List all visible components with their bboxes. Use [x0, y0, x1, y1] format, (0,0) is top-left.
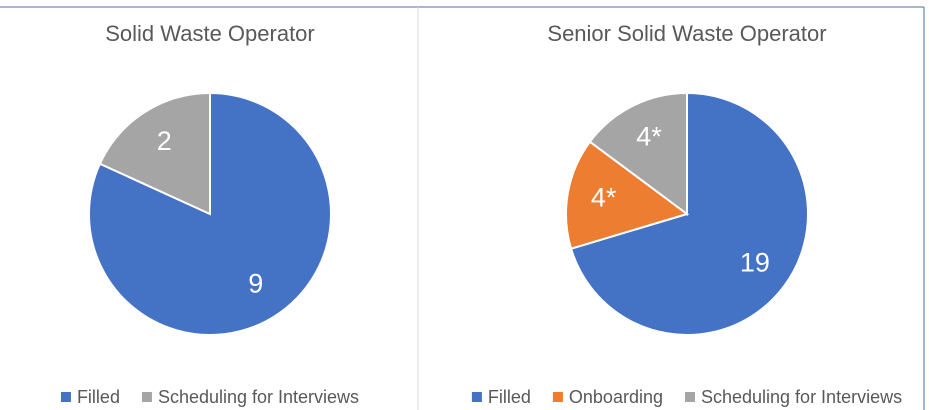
- pie-slice: [588, 91, 688, 216]
- legend-swatch: [60, 392, 71, 402]
- pie-slice: [569, 91, 809, 336]
- chart-title: Solid Waste Operator: [105, 21, 315, 46]
- legend-label: Scheduling for Interviews: [701, 387, 902, 407]
- legend-swatch: [141, 392, 152, 402]
- chart-title: Senior Solid Waste Operator: [547, 21, 826, 46]
- legend-swatch: [552, 392, 563, 402]
- legend-label: Filled: [488, 387, 531, 407]
- legend-swatch: [684, 392, 695, 402]
- legend-label: Scheduling for Interviews: [158, 387, 359, 407]
- data-label: 4*: [636, 121, 662, 151]
- data-label: 19: [740, 248, 770, 278]
- pie-slice: [565, 140, 690, 250]
- data-label: 2: [157, 126, 172, 156]
- legend-swatch: [471, 392, 482, 402]
- data-label: 9: [248, 268, 263, 298]
- data-label: 4*: [591, 182, 617, 212]
- legend-label: Onboarding: [569, 387, 663, 407]
- pie-slice: [98, 91, 211, 216]
- legend-label: Filled: [77, 387, 120, 407]
